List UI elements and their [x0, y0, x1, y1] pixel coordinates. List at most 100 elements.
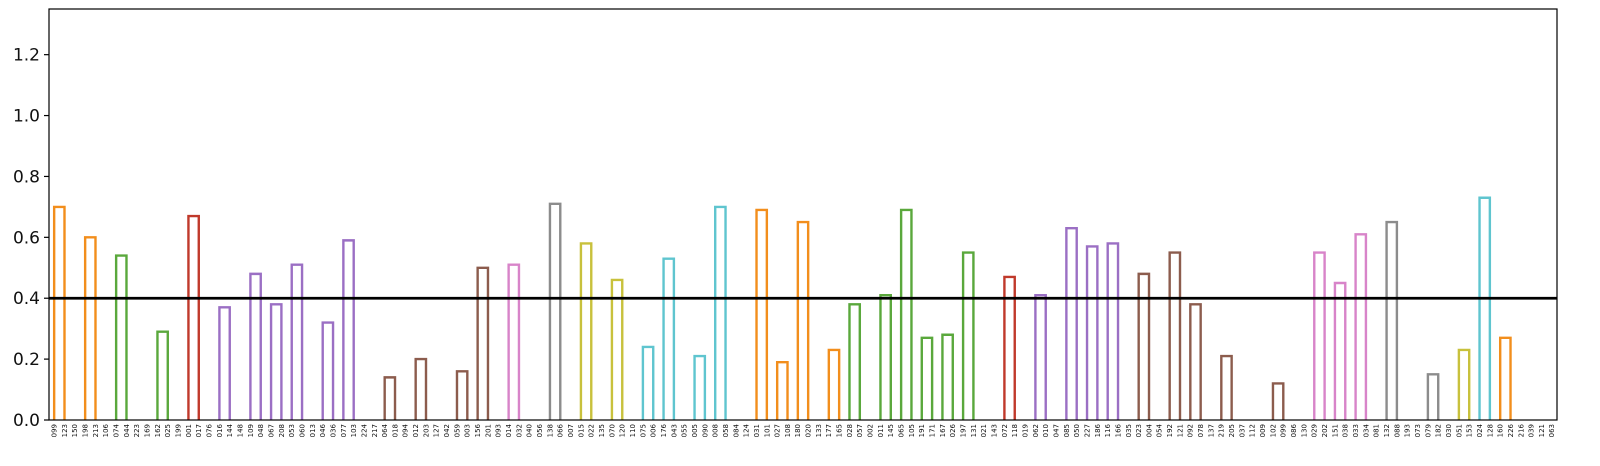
leaf-label: 024 [1476, 423, 1484, 437]
leaf-label: 073 [1414, 424, 1422, 437]
dendrogram-link-131 [1498, 336, 1512, 420]
dendrogram-link-106 [1220, 354, 1233, 420]
leaf-label: 018 [391, 424, 399, 437]
leaf-label: 165 [836, 424, 844, 437]
leaf-label: 056 [536, 423, 544, 437]
leaf-label: 099 [1280, 424, 1288, 437]
leaf-label: 166 [1114, 423, 1122, 437]
leaf-label: 226 [1507, 423, 1515, 437]
leaf-label: 205 [1228, 424, 1236, 437]
leaf-label: 223 [133, 424, 141, 437]
leaf-label: 022 [588, 424, 596, 437]
leaf-label: 177 [825, 424, 833, 437]
dendrogram-link-64 [827, 348, 841, 420]
leaf-label: 035 [1125, 424, 1133, 437]
leaf-label: 032 [515, 424, 523, 437]
dendrogram-link-81 [961, 251, 975, 420]
dendrogram-link-118 [1354, 233, 1368, 420]
leaf-label: 050 [1073, 424, 1081, 437]
leaf-label: 014 [505, 423, 513, 437]
leaf-label: 053 [288, 424, 296, 437]
dendrogram-link-6 [156, 330, 169, 420]
leaf-label: 019 [1021, 424, 1029, 437]
leaf-label: 006 [650, 423, 658, 437]
leaf-label: 198 [82, 424, 90, 437]
dendrogram-link-102 [1189, 303, 1202, 420]
y-tick-label: 0.2 [13, 350, 40, 370]
leaf-label: 144 [226, 423, 234, 437]
leaf-label: 132 [1383, 424, 1391, 437]
y-axis-ticks: 0.0 0.2 0.4 0.6 0.8 1.0 1.2 [13, 46, 49, 431]
leaf-label: 180 [794, 424, 802, 437]
y-tick-label: 1.0 [13, 107, 40, 127]
leaf-label: 025 [164, 424, 172, 437]
dendrogram-link-90 [1065, 227, 1078, 420]
dendrogram-link-63 [796, 220, 810, 420]
dendrogram-link-75 [879, 293, 892, 420]
leaf-label: 011 [877, 424, 885, 437]
leaf-label: 043 [670, 424, 678, 437]
leaf-label: 037 [1238, 424, 1246, 437]
dendrogram-link-117 [1333, 281, 1347, 420]
leaf-label: 151 [1331, 424, 1339, 437]
leaf-label: 057 [856, 424, 864, 437]
dendrogram-link-74 [848, 303, 862, 420]
y-tick-label: 0.4 [13, 289, 40, 309]
leaf-label: 133 [815, 424, 823, 437]
leaf-label: 075 [639, 424, 647, 437]
leaf-label: 192 [1166, 424, 1174, 437]
dendrogram-link-78 [899, 208, 913, 420]
dendrogram-link-123 [1426, 373, 1440, 420]
leaf-label: 048 [257, 424, 265, 437]
dendrogram-link-20 [290, 263, 304, 420]
dendrogram-link-128 [1457, 348, 1471, 420]
dendrogram-link-28 [383, 376, 397, 420]
leaf-label: 101 [763, 424, 771, 437]
leaf-label: 047 [1052, 424, 1060, 437]
dendrogram-link-79 [920, 336, 934, 420]
dendrogram-link-53 [662, 257, 676, 420]
leaf-label: 169 [144, 424, 152, 437]
dendrogram-link-99 [1137, 272, 1151, 420]
leaf-label: 130 [1300, 424, 1308, 437]
leaf-label: 077 [340, 424, 348, 437]
leaf-label: 193 [1404, 424, 1412, 437]
leaf-label: 007 [567, 424, 575, 437]
leaf-label: 040 [526, 424, 534, 437]
leaf-label: 186 [1094, 423, 1102, 437]
leaf-label: 213 [92, 424, 100, 437]
leaf-label: 063 [1548, 424, 1556, 437]
dendrogram-link-46 [579, 242, 593, 420]
leaf-label: 216 [1517, 423, 1525, 437]
leaf-label: 030 [1445, 424, 1453, 437]
leaf-label: 217 [371, 424, 379, 437]
dendrogram-link-1 [83, 236, 97, 420]
dendrogram-link-85 [1003, 275, 1016, 420]
leaf-label: 016 [216, 423, 224, 437]
leaf-label: 004 [1145, 423, 1153, 437]
leaf-label: 121 [1176, 424, 1184, 437]
leaf-label: 093 [495, 424, 503, 437]
y-tick-label: 0.6 [13, 228, 40, 248]
dendrogram-link-114 [1313, 251, 1326, 420]
dendrogram-link-30 [414, 357, 428, 420]
leaf-label: 002 [867, 424, 875, 437]
leaf-label: 121 [1538, 424, 1546, 437]
leaf-label: 135 [598, 424, 606, 437]
dendrogram-link-11 [187, 214, 200, 420]
leaf-label: 224 [360, 423, 368, 437]
leaf-label: 086 [1290, 423, 1298, 437]
leaf-label: 103 [350, 424, 358, 437]
leaf-label: 109 [247, 424, 255, 437]
leaf-label: 038 [1342, 424, 1350, 437]
axes-frame [48, 8, 1558, 421]
leaf-label: 202 [1321, 424, 1329, 437]
leaf-label: 153 [1466, 424, 1474, 437]
y-tick-label: 0.0 [13, 411, 40, 431]
leaf-label: 031 [753, 424, 761, 437]
leaf-label: 079 [1424, 424, 1432, 437]
leaf-label: 021 [980, 424, 988, 437]
dendrogram-link-33 [455, 370, 469, 420]
dendrogram-link-56 [714, 205, 727, 420]
leaf-label: 160 [1497, 424, 1505, 437]
